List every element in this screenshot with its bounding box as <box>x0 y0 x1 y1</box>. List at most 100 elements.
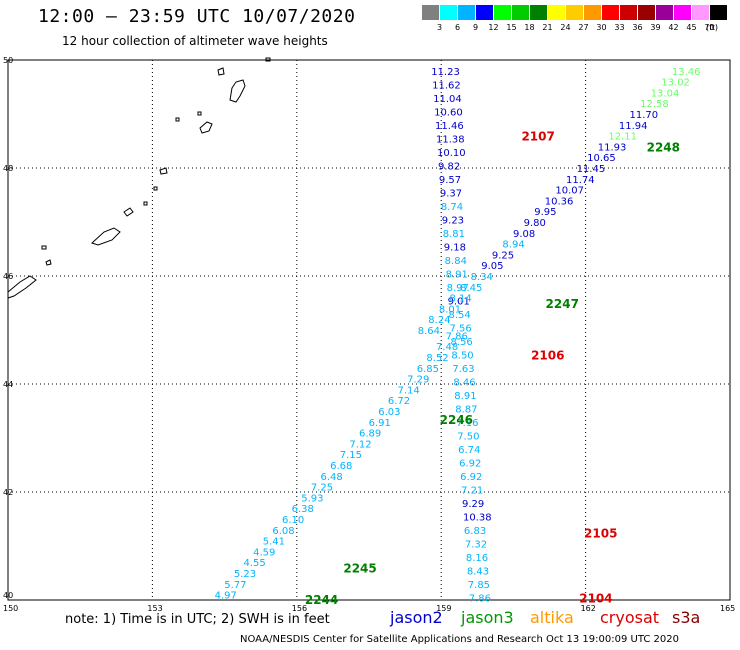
legend-label: 33 <box>614 23 625 32</box>
wave-height-value: 6.08 <box>272 526 294 537</box>
y-tick-label: 42 <box>3 488 13 497</box>
wave-height-value: 6.92 <box>460 472 482 483</box>
wave-height-value: 5.41 <box>263 537 285 548</box>
wave-height-value: 10.10 <box>437 148 466 159</box>
wave-height-value: 11.46 <box>435 121 464 132</box>
wave-height-value: 11.23 <box>431 67 460 78</box>
wave-height-value: 7.86 <box>446 331 468 342</box>
pass-number-label: 2247 <box>546 297 579 311</box>
wave-height-value: 7.12 <box>349 439 371 450</box>
legend-swatch <box>692 5 709 20</box>
wave-height-value: 6.89 <box>359 429 381 440</box>
wave-height-value: 8.91 <box>454 391 476 402</box>
wave-height-value: 8.52 <box>426 353 448 364</box>
legend-swatch <box>476 5 493 20</box>
wave-height-value: 7.16 <box>456 418 478 429</box>
wave-height-value: 7.86 <box>469 593 491 604</box>
wave-height-value: 9.95 <box>534 207 556 218</box>
satellite-legend-jason2: jason2 <box>390 608 443 627</box>
wave-height-value: 10.38 <box>463 512 492 523</box>
wave-height-value: 8.24 <box>428 315 450 326</box>
wave-height-value: 7.14 <box>398 385 420 396</box>
wave-height-value: 9.80 <box>524 218 546 229</box>
wave-height-value: 13.04 <box>651 88 680 99</box>
wave-height-value: 11.70 <box>630 110 659 121</box>
legend-label: 9 <box>472 23 479 32</box>
legend-swatch <box>530 5 547 20</box>
coastline <box>7 57 271 299</box>
legend-label: 15 <box>506 23 517 32</box>
footer-credit: NOAA/NESDIS Center for Satellite Applica… <box>240 634 679 645</box>
pass-number-label: 2248 <box>647 140 680 154</box>
x-tick-label: 156 <box>292 604 307 613</box>
wave-height-value: 9.01 <box>448 296 470 307</box>
legend-swatch <box>656 5 673 20</box>
legend-swatch <box>494 5 511 20</box>
wave-height-value: 9.18 <box>444 242 466 253</box>
x-tick-label: 162 <box>581 604 596 613</box>
x-tick-label: 153 <box>147 604 162 613</box>
legend-label: 21 <box>542 23 553 32</box>
legend-label: 70 <box>704 23 715 32</box>
legend-swatch <box>638 5 655 20</box>
wave-height-value: 8.74 <box>441 202 463 213</box>
map-grid <box>8 60 730 600</box>
legend-label: 45 <box>686 23 697 32</box>
y-tick-label: 46 <box>3 272 13 281</box>
legend-swatch <box>710 5 727 20</box>
wave-height-value: 8.14 <box>449 294 471 305</box>
legend-unit: (ft) <box>706 23 719 32</box>
satellite-legend-cryosat: cryosat <box>600 608 660 627</box>
legend-swatch <box>422 5 439 20</box>
legend-swatch <box>440 5 457 20</box>
wave-height-value: 9.82 <box>438 161 460 172</box>
satellite-legend-s3a: s3a <box>672 608 701 627</box>
units-note: note: 1) Time is in UTC; 2) SWH is in fe… <box>65 612 330 627</box>
legend-label: 12 <box>488 23 499 32</box>
wave-height-value: 10.65 <box>587 153 616 164</box>
wave-height-value: 7.63 <box>452 364 474 375</box>
legend-label: 42 <box>668 23 679 32</box>
legend-swatch <box>674 5 691 20</box>
wave-height-value: 8.01 <box>439 304 461 315</box>
wave-height-value: 5.77 <box>224 580 246 591</box>
wave-height-value: 10.07 <box>555 186 584 197</box>
map-frame <box>7 59 731 601</box>
legend-label: 18 <box>524 23 535 32</box>
legend-swatch <box>548 5 565 20</box>
satellite-legend-jason3: jason3 <box>461 608 514 627</box>
wave-height-value: 8.34 <box>471 272 493 283</box>
legend-swatch <box>602 5 619 20</box>
wave-height-value: 6.91 <box>369 418 391 429</box>
wave-height-value: 7.56 <box>449 323 471 334</box>
wave-height-value: 7.29 <box>407 375 429 386</box>
wave-height-value: 5.23 <box>234 569 256 580</box>
wave-height-value: 9.25 <box>492 250 514 261</box>
wave-height-value: 8.87 <box>455 404 477 415</box>
wave-height-value: 6.74 <box>458 445 480 456</box>
wave-height-value: 10.60 <box>434 107 463 118</box>
wave-height-value: 12.58 <box>640 99 669 110</box>
wave-height-value: 6.92 <box>459 458 481 469</box>
wave-height-value: 6.38 <box>292 504 314 515</box>
wave-height-value: 9.05 <box>481 261 503 272</box>
wave-height-value: 8.45 <box>460 283 482 294</box>
legend-swatch <box>584 5 601 20</box>
wave-height-value: 7.25 <box>311 483 333 494</box>
wave-height-value: 6.10 <box>282 515 304 526</box>
wave-height-value: 11.38 <box>436 134 465 145</box>
wave-height-value: 5.93 <box>301 493 323 504</box>
x-tick-label: 159 <box>436 604 451 613</box>
wave-height-value: 6.68 <box>330 461 352 472</box>
axis-ticks: 150 153 156 159 162 165 50 48 46 44 42 40 <box>3 56 735 613</box>
page-subtitle: 12 hour collection of altimeter wave hei… <box>62 34 328 48</box>
wave-height-value: 9.29 <box>462 499 484 510</box>
wave-height-value: 8.64 <box>418 326 440 337</box>
wave-height-value: 7.32 <box>465 539 487 550</box>
wave-height-value: 11.04 <box>433 94 462 105</box>
legend-label: 30 <box>596 23 607 32</box>
wave-height-value: 7.85 <box>468 580 490 591</box>
wave-height-value: 8.84 <box>445 256 467 267</box>
wave-height-value: 13.02 <box>661 78 690 89</box>
wave-height-value: 10.36 <box>545 196 574 207</box>
